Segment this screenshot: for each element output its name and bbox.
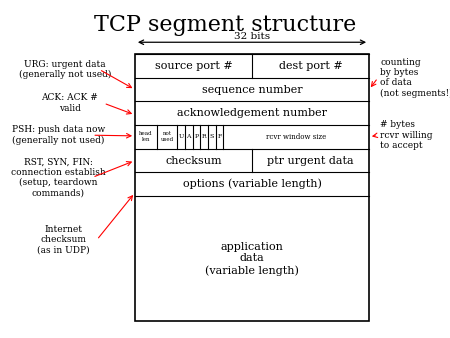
Text: RST, SYN, FIN:
connection establish
(setup, teardown
commands): RST, SYN, FIN: connection establish (set…: [11, 157, 106, 198]
Text: URG: urgent data
(generally not used): URG: urgent data (generally not used): [19, 59, 112, 79]
Text: S: S: [210, 135, 214, 139]
Text: acknowledgement number: acknowledgement number: [177, 108, 327, 118]
Text: ACK: ACK #
valid: ACK: ACK # valid: [41, 93, 98, 113]
Text: checksum: checksum: [165, 155, 222, 166]
Text: PSH: push data now
(generally not used): PSH: push data now (generally not used): [12, 125, 105, 145]
Text: TCP segment structure: TCP segment structure: [94, 14, 356, 35]
Text: U: U: [178, 135, 184, 139]
Text: source port #: source port #: [155, 61, 232, 71]
Text: Internet
checksum
(as in UDP): Internet checksum (as in UDP): [37, 225, 89, 255]
Text: F: F: [217, 135, 222, 139]
Text: 32 bits: 32 bits: [234, 32, 270, 41]
Text: options (variable length): options (variable length): [183, 179, 321, 190]
Text: sequence number: sequence number: [202, 84, 302, 95]
Text: A: A: [186, 135, 191, 139]
Text: dest port #: dest port #: [279, 61, 342, 71]
Bar: [135, 54, 369, 321]
Text: R: R: [202, 135, 207, 139]
Text: head
len: head len: [140, 131, 153, 142]
Text: application
data
(variable length): application data (variable length): [205, 242, 299, 275]
Text: # bytes
rcvr willing
to accept: # bytes rcvr willing to accept: [380, 120, 433, 150]
Text: ptr urgent data: ptr urgent data: [267, 155, 354, 166]
Text: rcvr window size: rcvr window size: [266, 133, 326, 141]
Text: not
used: not used: [161, 131, 174, 142]
Text: counting
by bytes
of data
(not segments!): counting by bytes of data (not segments!…: [380, 57, 450, 98]
Text: P: P: [194, 135, 198, 139]
